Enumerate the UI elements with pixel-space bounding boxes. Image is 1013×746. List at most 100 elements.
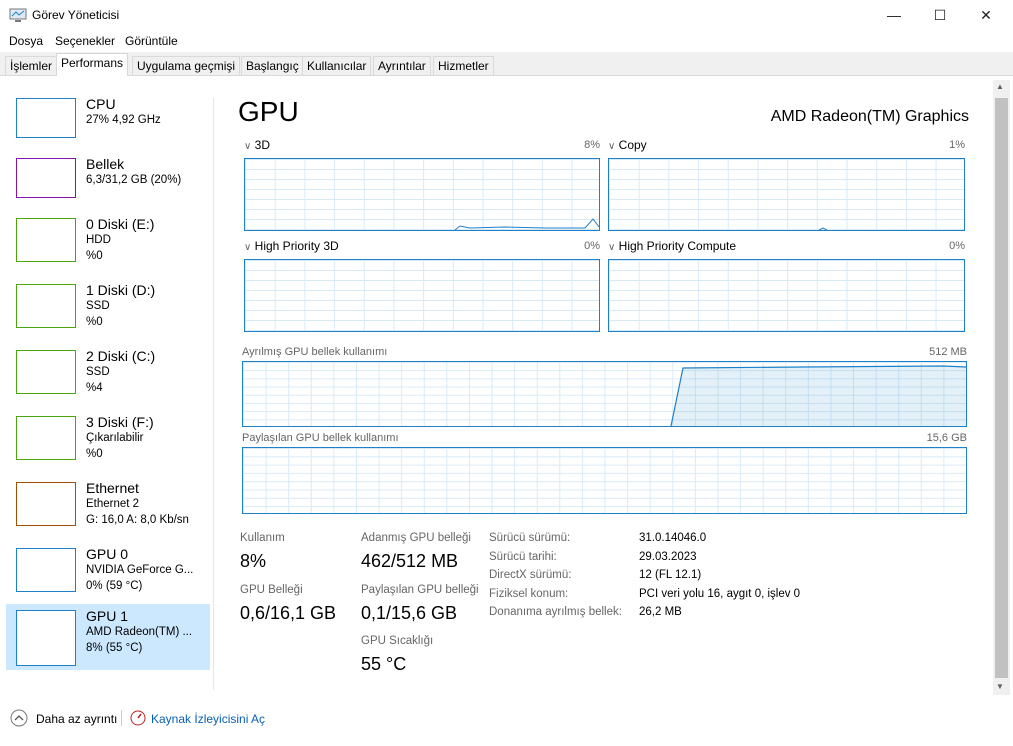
shared-memory-max: 15,6 GB: [926, 432, 967, 444]
scrollbar-thumb[interactable]: [995, 98, 1008, 678]
sidebar-item-line2: 8% (55 °C): [86, 642, 143, 654]
sidebar-item-line1: Ethernet 2: [86, 498, 140, 510]
info-value: 29.03.2023: [639, 550, 697, 563]
minimize-button[interactable]: —: [887, 7, 901, 23]
tab-users[interactable]: Kullanıcılar: [302, 56, 372, 76]
sidebar-item-title: 3 Diski (F:): [86, 414, 154, 430]
temperature-value: 55 °C: [361, 654, 407, 674]
menu-options[interactable]: Seçenekler: [55, 34, 116, 48]
fewer-details-button[interactable]: Daha az ayrıntı: [36, 712, 118, 726]
engine-name: High Priority Compute: [618, 239, 737, 253]
engine-graph: [608, 158, 965, 231]
sidebar-item-line2: %0: [86, 316, 103, 328]
thumbnail-graph: [16, 548, 76, 592]
engine-label[interactable]: ∨ High Priority 3D: [244, 239, 339, 253]
thumbnail-graph: [16, 284, 76, 328]
sidebar-item-title: 2 Diski (C:): [86, 348, 156, 364]
sidebar-item-0-diski-e-[interactable]: 0 Diski (E:) HDD %0: [6, 212, 210, 278]
sidebar-item-title: Bellek: [86, 156, 125, 172]
engine-percent: 0%: [949, 240, 965, 252]
engine-name: 3D: [254, 138, 271, 152]
sidebar-item-3-diski-f-[interactable]: 3 Diski (F:) Çıkarılabilir %0: [6, 410, 210, 476]
thumbnail-graph: [16, 218, 76, 262]
sidebar-item-line1: Çıkarılabilir: [86, 432, 144, 444]
open-resource-monitor-link[interactable]: Kaynak İzleyicisini Aç: [151, 712, 266, 726]
sidebar-item-line2: G: 16,0 A: 8,0 Kb/sn: [86, 514, 189, 526]
tab-services[interactable]: Hizmetler: [433, 56, 494, 76]
tab-performance[interactable]: Performans: [56, 53, 129, 76]
sidebar-item-line1: HDD: [86, 234, 111, 246]
sidebar-item-bellek[interactable]: Bellek 6,3/31,2 GB (20%): [6, 152, 210, 218]
footer-divider: [121, 710, 122, 726]
sidebar-item-line2: 0% (59 °C): [86, 580, 143, 592]
sidebar-item-line1: NVIDIA GeForce G...: [86, 564, 194, 576]
chevron-down-icon[interactable]: ∨: [244, 141, 252, 152]
info-key: Fiziksel konum:: [489, 587, 569, 600]
shared-label: Paylaşılan GPU belleği: [361, 584, 479, 596]
window-title: Görev Yöneticisi: [32, 8, 120, 22]
chevron-up-icon[interactable]: [10, 709, 28, 727]
dedicated-label: Adanmış GPU belleği: [361, 532, 471, 544]
dedicated-memory-max: 512 MB: [929, 346, 967, 358]
sidebar-item-line1: 6,3/31,2 GB (20%): [86, 174, 182, 186]
tab-app-history[interactable]: Uygulama geçmişi: [132, 56, 241, 76]
tab-processes[interactable]: İşlemler: [5, 56, 58, 76]
sidebar-item-cpu[interactable]: CPU 27% 4,92 GHz: [6, 92, 210, 158]
sidebar-item-gpu-1[interactable]: GPU 1 AMD Radeon(TM) ... 8% (55 °C): [6, 604, 210, 670]
sidebar-item-title: 0 Diski (E:): [86, 216, 155, 232]
info-key: DirectX sürümü:: [489, 569, 572, 581]
engine-label[interactable]: ∨ High Priority Compute: [608, 239, 736, 253]
thumbnail-graph: [16, 98, 76, 138]
chevron-down-icon[interactable]: ∨: [244, 242, 252, 253]
sidebar-item-ethernet[interactable]: Ethernet Ethernet 2 G: 16,0 A: 8,0 Kb/sn: [6, 476, 210, 542]
sidebar-item-title: GPU 0: [86, 546, 129, 562]
sidebar-item-title: CPU: [86, 96, 116, 112]
footer: [0, 700, 1013, 740]
info-key: Sürücü tarihi:: [489, 550, 557, 563]
maximize-button[interactable]: ☐: [933, 7, 947, 23]
menu-file[interactable]: Dosya: [9, 34, 44, 48]
sidebar-item-line2: %0: [86, 250, 103, 262]
title-bar: [0, 0, 1013, 30]
sidebar-item-2-diski-c-[interactable]: 2 Diski (C:) SSD %4: [6, 344, 210, 410]
tab-startup[interactable]: Başlangıç: [241, 56, 304, 76]
info-value: 26,2 MB: [639, 606, 682, 618]
info-value: 12 (FL 12.1): [639, 569, 702, 581]
engine-label[interactable]: ∨ Copy: [608, 138, 647, 152]
thumbnail-graph: [16, 610, 76, 666]
dedicated-memory-label: Ayrılmış GPU bellek kullanımı: [242, 346, 388, 358]
info-key: Sürücü sürümü:: [489, 532, 571, 544]
engine-name: Copy: [618, 138, 647, 152]
chevron-down-icon[interactable]: ∨: [608, 242, 616, 253]
shared-value: 0,1/15,6 GB: [361, 603, 458, 623]
thumbnail-graph: [16, 158, 76, 198]
shared-memory-graph: [242, 447, 967, 514]
shared-memory-label: Paylaşılan GPU bellek kullanımı: [242, 432, 399, 444]
device-name: AMD Radeon(TM) Graphics: [770, 108, 969, 125]
sidebar-item-title: Ethernet: [86, 480, 139, 496]
engine-graph: [244, 259, 600, 332]
sidebar-item-1-diski-d-[interactable]: 1 Diski (D:) SSD %0: [6, 278, 210, 344]
engine-graph: [244, 158, 600, 231]
scroll-down-icon[interactable]: ▼: [996, 682, 1004, 691]
scroll-up-icon[interactable]: ▲: [996, 82, 1004, 91]
info-value: 31.0.14046.0: [639, 532, 707, 544]
resource-monitor-icon: [130, 710, 146, 726]
gpu-memory-label: GPU Belleği: [240, 584, 303, 596]
engine-label[interactable]: ∨ 3D: [244, 138, 270, 152]
tab-details[interactable]: Ayrıntılar: [373, 56, 431, 76]
menu-view[interactable]: Görüntüle: [125, 34, 178, 48]
thumbnail-graph: [16, 416, 76, 460]
sidebar-item-line2: %4: [86, 382, 103, 394]
engine-percent: 8%: [584, 139, 600, 151]
task-manager-icon: [9, 8, 27, 22]
engine-name: High Priority 3D: [254, 239, 339, 253]
close-button[interactable]: ✕: [980, 7, 992, 23]
sidebar-item-title: 1 Diski (D:): [86, 282, 156, 298]
sidebar-item-gpu-0[interactable]: GPU 0 NVIDIA GeForce G... 0% (59 °C): [6, 542, 210, 608]
engine-percent: 1%: [949, 139, 965, 151]
usage-value: 8%: [240, 551, 267, 571]
sidebar-item-line1: 27% 4,92 GHz: [86, 114, 161, 126]
sidebar-item-line1: AMD Radeon(TM) ...: [86, 626, 193, 638]
chevron-down-icon[interactable]: ∨: [608, 141, 616, 152]
